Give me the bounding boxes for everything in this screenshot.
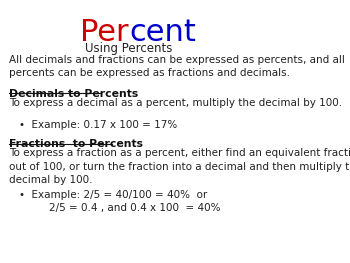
Text: To express a decimal as a percent, multiply the decimal by 100.: To express a decimal as a percent, multi…: [9, 98, 342, 108]
Text: To express a fraction as a percent, either find an equivalent fraction
out of 10: To express a fraction as a percent, eith…: [9, 148, 350, 185]
Text: 2/5 = 0.4 , and 0.4 x 100  = 40%: 2/5 = 0.4 , and 0.4 x 100 = 40%: [49, 203, 220, 213]
Text: Per: Per: [80, 18, 129, 47]
Text: All decimals and fractions can be expressed as percents, and all
percents can be: All decimals and fractions can be expres…: [9, 55, 345, 78]
Text: Using Percents: Using Percents: [85, 42, 173, 55]
Text: cent: cent: [129, 18, 196, 47]
Text: Decimals to Percents: Decimals to Percents: [9, 89, 138, 99]
Text: •  Example: 0.17 x 100 = 17%: • Example: 0.17 x 100 = 17%: [19, 120, 177, 130]
Text: Fractions  to Percents: Fractions to Percents: [9, 139, 143, 149]
Text: •  Example: 2/5 = 40/100 = 40%  or: • Example: 2/5 = 40/100 = 40% or: [19, 190, 208, 200]
